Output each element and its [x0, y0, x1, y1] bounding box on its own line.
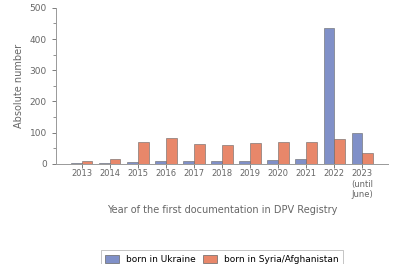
Bar	[352, 133, 362, 164]
Bar	[138, 143, 148, 164]
Y-axis label: Absolute number: Absolute number	[14, 44, 24, 128]
Bar	[99, 163, 110, 164]
Bar	[362, 153, 373, 164]
Bar	[222, 145, 233, 164]
Bar	[166, 138, 176, 164]
Bar	[334, 139, 345, 164]
Bar	[211, 162, 222, 164]
Bar	[183, 162, 194, 164]
Legend: born in Ukraine, born in Syria/Afghanistan: born in Ukraine, born in Syria/Afghanist…	[101, 250, 343, 264]
Bar	[250, 143, 261, 164]
Bar	[194, 144, 205, 164]
X-axis label: Year of the first documentation in DPV Registry: Year of the first documentation in DPV R…	[107, 205, 337, 215]
Bar	[155, 162, 166, 164]
Bar	[268, 160, 278, 164]
Bar	[296, 159, 306, 164]
Bar	[82, 161, 92, 164]
Bar	[127, 162, 138, 164]
Bar	[324, 28, 334, 164]
Bar	[110, 159, 120, 164]
Bar	[71, 163, 82, 164]
Bar	[278, 142, 289, 164]
Bar	[239, 161, 250, 164]
Bar	[306, 142, 317, 164]
